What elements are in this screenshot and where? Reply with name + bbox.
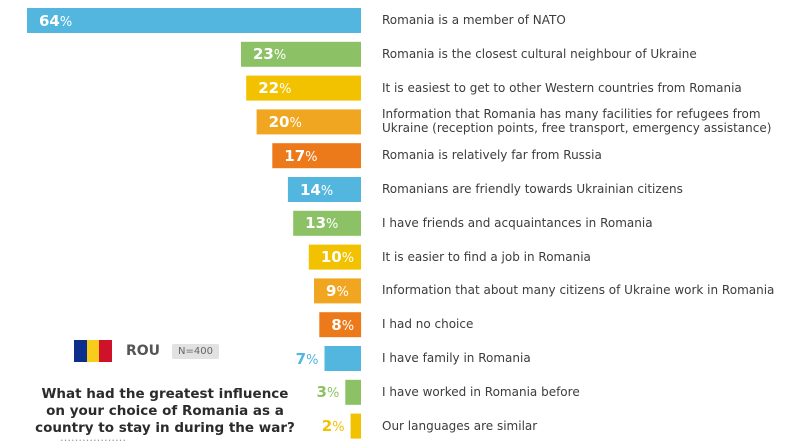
bar-value-label: 2% [321,417,345,436]
bar-value-label: 9% [326,281,349,300]
category-label: Our languages are similar [382,418,538,433]
flag-stripe-red [99,340,113,362]
bar-value-label: 23% [252,45,287,64]
survey-question: What had the greatest influence on your … [35,386,295,436]
flag-stripe-yellow [86,340,100,362]
bar-value-label: 8% [331,315,355,334]
flag-stripe-blue [74,340,87,362]
category-label: I had no choice [382,317,474,332]
category-label: Romanians are friendly towards Ukrainian… [382,182,683,196]
country-code: ROU [126,343,161,359]
bar [350,413,361,439]
category-label: Romania is the closest cultural neighbou… [382,46,697,61]
category-label: Romania is relatively far from Russia [382,148,602,163]
bar-value-label: 22% [258,79,292,98]
bar [345,379,361,405]
category-label: It is easier to find a job in Romania [382,249,591,264]
category-label: Romania is a member of NATO [382,13,566,27]
bar [324,346,361,371]
cut-off-text-line: ……………… [60,439,260,444]
bar [256,109,361,135]
bar-value-label: 14% [299,180,334,199]
bar [287,177,361,202]
sample-size-badge: N=400 [172,344,219,359]
bar-value-label: 64% [39,11,73,30]
category-label: It is easiest to get to other Western co… [382,80,742,95]
bar-value-label: 7% [295,349,319,368]
bar [319,312,362,338]
category-label: I have friends and acquaintances in Roma… [382,215,653,230]
bar [27,8,361,33]
category-label: I have worked in Romania before [382,384,580,399]
bar [272,143,361,169]
category-label: Information that about many citizens of … [382,283,775,298]
category-label: Information that Romania has many facili… [382,107,772,136]
bar-value-label: 17% [284,146,318,165]
romania-flag-icon [74,340,113,362]
bar [246,75,361,101]
category-label: I have family in Romania [382,351,531,365]
bar [241,41,361,67]
bar [308,244,361,270]
bar-value-label: 10% [320,248,355,267]
bar [314,278,361,304]
bar-value-label: 20% [268,112,302,131]
bar-value-label: 3% [316,383,340,402]
bar [293,210,361,236]
bar-value-label: 13% [305,214,339,233]
